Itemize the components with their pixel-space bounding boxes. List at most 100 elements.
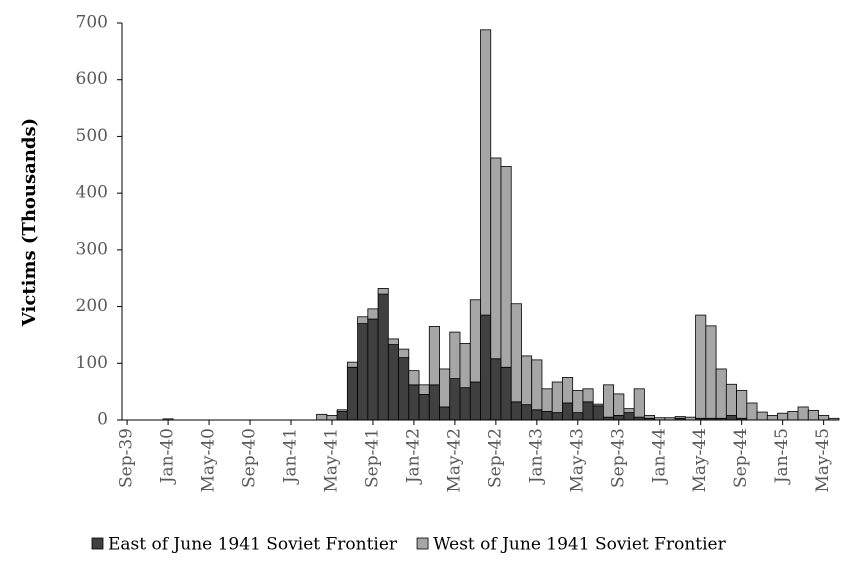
x-tick-label: May-42 xyxy=(444,428,464,493)
legend-swatch xyxy=(91,537,104,550)
bar-segment xyxy=(797,406,809,421)
bar-segment xyxy=(367,318,379,421)
bar-segment xyxy=(377,288,389,295)
x-tick-label: Sep-39 xyxy=(117,428,137,488)
bar-segment xyxy=(736,390,748,419)
bar-segment xyxy=(582,388,594,403)
bar-segment xyxy=(531,359,543,411)
bar-segment xyxy=(449,378,461,421)
bar-segment xyxy=(398,348,410,359)
bar-segment xyxy=(428,384,440,421)
bar-segment xyxy=(705,325,717,419)
bar-segment xyxy=(633,388,645,418)
bar-segment xyxy=(418,384,430,395)
bar-segment xyxy=(674,416,686,419)
bar-segment xyxy=(510,401,522,421)
bar-segment xyxy=(469,381,481,421)
bar-segment xyxy=(551,412,563,421)
y-tick-label: 100 xyxy=(76,353,108,373)
y-tick-label: 400 xyxy=(76,183,108,203)
bar-segment xyxy=(777,412,789,421)
bar-segment xyxy=(521,355,533,406)
bar-segment xyxy=(592,405,604,421)
bar-segment xyxy=(439,406,451,421)
bar-segment xyxy=(480,29,492,316)
bar-segment xyxy=(387,338,399,345)
x-tick-label: May-43 xyxy=(567,428,587,493)
bar-segment xyxy=(357,316,369,324)
bar-segment xyxy=(459,343,471,389)
bar-segment xyxy=(582,401,594,421)
bar-segment xyxy=(418,394,430,421)
bar-segment xyxy=(336,409,348,412)
y-axis-title: Victims (Thousands) xyxy=(19,118,40,327)
bar-segment xyxy=(562,377,574,404)
bar-segment xyxy=(521,404,533,421)
bar-segment xyxy=(490,157,502,360)
x-tick-label: Jan-41 xyxy=(281,428,301,485)
bar-segment xyxy=(408,384,420,421)
bar-segment xyxy=(346,366,358,421)
bar-segment xyxy=(439,368,451,408)
y-tick-label: 300 xyxy=(76,239,108,259)
bar-segment xyxy=(746,402,758,421)
bar-segment xyxy=(480,314,492,421)
x-tick-label: May-40 xyxy=(199,428,219,493)
bar-segment xyxy=(490,358,502,421)
bar-segment xyxy=(715,368,727,419)
bar-segment xyxy=(643,415,656,419)
bar-segment xyxy=(367,308,379,320)
x-tick-label: Jan-45 xyxy=(772,428,792,485)
bar-segment xyxy=(336,411,348,421)
bar-segment xyxy=(428,326,440,386)
bar-segment xyxy=(818,415,830,421)
bar-segment xyxy=(377,293,389,421)
x-tick-label: May-41 xyxy=(321,428,341,493)
y-tick-label: 700 xyxy=(76,13,108,33)
y-tick-label: 600 xyxy=(76,69,108,89)
bar-segment xyxy=(316,413,328,421)
bar-segment xyxy=(603,384,615,418)
x-tick-label: Sep-43 xyxy=(608,428,628,488)
x-tick-label: Jan-44 xyxy=(649,428,669,485)
bar-segment xyxy=(326,415,338,421)
x-tick-label: Sep-42 xyxy=(485,428,505,488)
x-tick-label: Sep-40 xyxy=(240,428,260,488)
bar-segment xyxy=(357,323,369,421)
bar-segment xyxy=(469,299,481,383)
x-tick-label: Jan-42 xyxy=(403,428,423,485)
bar-segment xyxy=(531,409,543,421)
bar-segment xyxy=(398,357,410,421)
x-tick-label: Sep-44 xyxy=(731,428,751,488)
bar-segment xyxy=(551,381,563,414)
bar-segment xyxy=(725,415,737,421)
legend-label: West of June 1941 Soviet Frontier xyxy=(433,535,727,555)
y-tick-label: 200 xyxy=(76,296,108,316)
bar-segment xyxy=(613,415,625,421)
bar-segment xyxy=(541,388,553,412)
bar-segment xyxy=(572,412,584,421)
x-tick-label: Jan-40 xyxy=(158,428,178,485)
legend-swatch xyxy=(416,537,429,550)
bar-segment xyxy=(500,166,512,368)
bar-segment xyxy=(459,387,471,421)
bar-segment xyxy=(541,411,553,421)
bar-segment xyxy=(408,370,420,386)
legend-label: East of June 1941 Soviet Frontier xyxy=(108,535,398,555)
x-tick-label: Jan-43 xyxy=(526,428,546,485)
bar-segment xyxy=(387,344,399,421)
bar-segment xyxy=(572,390,584,414)
bar-segment xyxy=(725,383,737,416)
y-tick-label: 0 xyxy=(97,410,108,430)
x-tick-label: May-45 xyxy=(813,428,833,493)
bar-segment xyxy=(766,415,778,421)
bar-segment xyxy=(756,411,768,421)
bar-segment xyxy=(562,402,574,421)
bar-segment xyxy=(500,366,512,421)
bar-segment xyxy=(787,411,799,421)
bar-segment xyxy=(623,412,635,421)
bar-segment xyxy=(807,409,819,421)
x-tick-label: May-44 xyxy=(690,428,710,493)
x-tick-label: Sep-41 xyxy=(362,428,382,488)
